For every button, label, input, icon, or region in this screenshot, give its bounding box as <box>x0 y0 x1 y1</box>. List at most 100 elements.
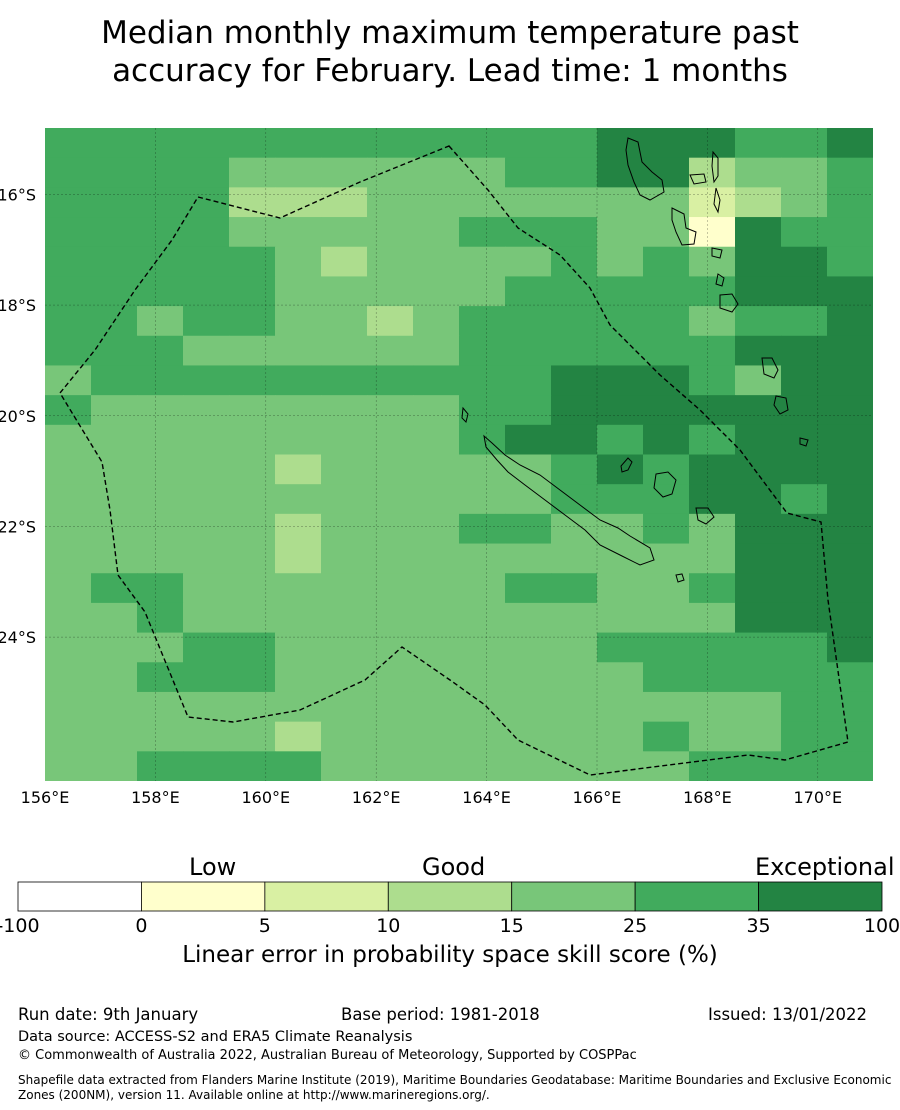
grid-cell <box>137 424 184 455</box>
grid-cell <box>735 662 782 693</box>
vanuatu-epi <box>711 247 723 259</box>
grid-cell <box>505 276 552 307</box>
grid-cell <box>505 632 552 663</box>
grid-cell <box>45 306 92 337</box>
grid-cell <box>781 217 828 248</box>
new-caledonia-outline <box>483 434 655 566</box>
grid-cell <box>551 543 598 574</box>
vanuatu-maewo <box>711 150 719 184</box>
grid-cell <box>183 217 230 248</box>
grid-cell <box>597 424 644 455</box>
grid-cell <box>643 424 690 455</box>
grid-cell <box>643 128 690 159</box>
grid-cell <box>413 217 460 248</box>
grid-cell <box>229 395 276 426</box>
grid-cell <box>551 424 598 455</box>
grid-cell <box>597 365 644 396</box>
grid-cell <box>735 365 782 396</box>
grid-cell <box>597 543 644 574</box>
grid-cell <box>413 246 460 277</box>
grid-cell <box>781 157 828 188</box>
grid-cell <box>505 573 552 604</box>
skill-grid <box>45 128 873 781</box>
grid-cell <box>413 602 460 634</box>
grid-cell <box>275 128 322 159</box>
grid-cell <box>735 246 782 277</box>
grid-cell <box>321 157 368 188</box>
grid-cell <box>321 335 368 366</box>
grid-cell <box>183 395 230 426</box>
grid-cell <box>183 128 230 159</box>
grid-cell <box>137 306 184 337</box>
grid-cell <box>781 691 828 723</box>
grid-cell <box>229 187 276 218</box>
grid-cell <box>413 691 460 723</box>
grid-cell <box>781 424 828 455</box>
grid-cell <box>597 246 644 277</box>
grid-cell <box>229 276 276 307</box>
vanuatu-pentecost <box>713 187 721 214</box>
grid-cell <box>137 543 184 574</box>
grid-cell <box>643 335 690 366</box>
grid-cell <box>91 721 138 752</box>
grid-cell <box>597 128 644 159</box>
grid-cell <box>689 276 736 307</box>
grid-cell <box>827 395 873 426</box>
grid-cell <box>643 513 690 545</box>
grid-cell <box>367 157 414 188</box>
grid-cell <box>827 602 873 634</box>
grid-cell <box>551 306 598 337</box>
grid-cell <box>689 721 736 752</box>
lon-label: 170°E <box>793 788 842 807</box>
grid-cell <box>183 632 230 663</box>
grid-cell <box>781 306 828 337</box>
grid-cell <box>91 602 138 634</box>
grid-cell <box>781 128 828 159</box>
grid-cell <box>321 691 368 723</box>
grid-cell <box>735 157 782 188</box>
grid-cell <box>459 335 506 366</box>
grid-cell <box>367 543 414 574</box>
shapefile-credit: Shapefile data extracted from Flanders M… <box>18 1073 892 1102</box>
grid-cell <box>229 484 276 515</box>
grid-cell <box>505 691 552 723</box>
grid-cell <box>229 157 276 188</box>
grid-cell <box>551 721 598 752</box>
grid-cell <box>45 128 92 159</box>
lat-label: 18°S <box>0 296 36 315</box>
grid-cell <box>551 573 598 604</box>
grid-cell <box>413 751 460 781</box>
grid-cell <box>551 691 598 723</box>
colorbar-tick-label: 10 <box>376 915 400 937</box>
data-source: Data source: ACCESS-S2 and ERA5 Climate … <box>18 1029 413 1045</box>
grid-cell <box>229 365 276 396</box>
grid-cell <box>643 751 690 781</box>
grid-cell <box>91 543 138 574</box>
grid-cell <box>505 365 552 396</box>
grid-cell <box>551 335 598 366</box>
grid-cell <box>689 306 736 337</box>
grid-cell <box>275 513 322 545</box>
grid-cell <box>45 187 92 218</box>
grid-cell <box>689 662 736 693</box>
grid-cell <box>735 306 782 337</box>
grid-cell <box>45 246 92 277</box>
grid-cell <box>275 543 322 574</box>
grid-cell <box>137 751 184 781</box>
grid-cell <box>781 454 828 485</box>
grid-cell <box>321 751 368 781</box>
grid-cell <box>413 157 460 188</box>
grid-cell <box>91 187 138 218</box>
grid-cell <box>229 632 276 663</box>
grid-cell <box>597 157 644 188</box>
grid-cell <box>597 632 644 663</box>
grid-cell <box>551 187 598 218</box>
grid-cell <box>275 395 322 426</box>
colorbar-swatch <box>511 881 636 912</box>
grid-cell <box>459 602 506 634</box>
grid-cell <box>91 691 138 723</box>
grid-cell <box>275 246 322 277</box>
grid-cell <box>229 543 276 574</box>
grid-cell <box>229 454 276 485</box>
grid-cell <box>367 602 414 634</box>
